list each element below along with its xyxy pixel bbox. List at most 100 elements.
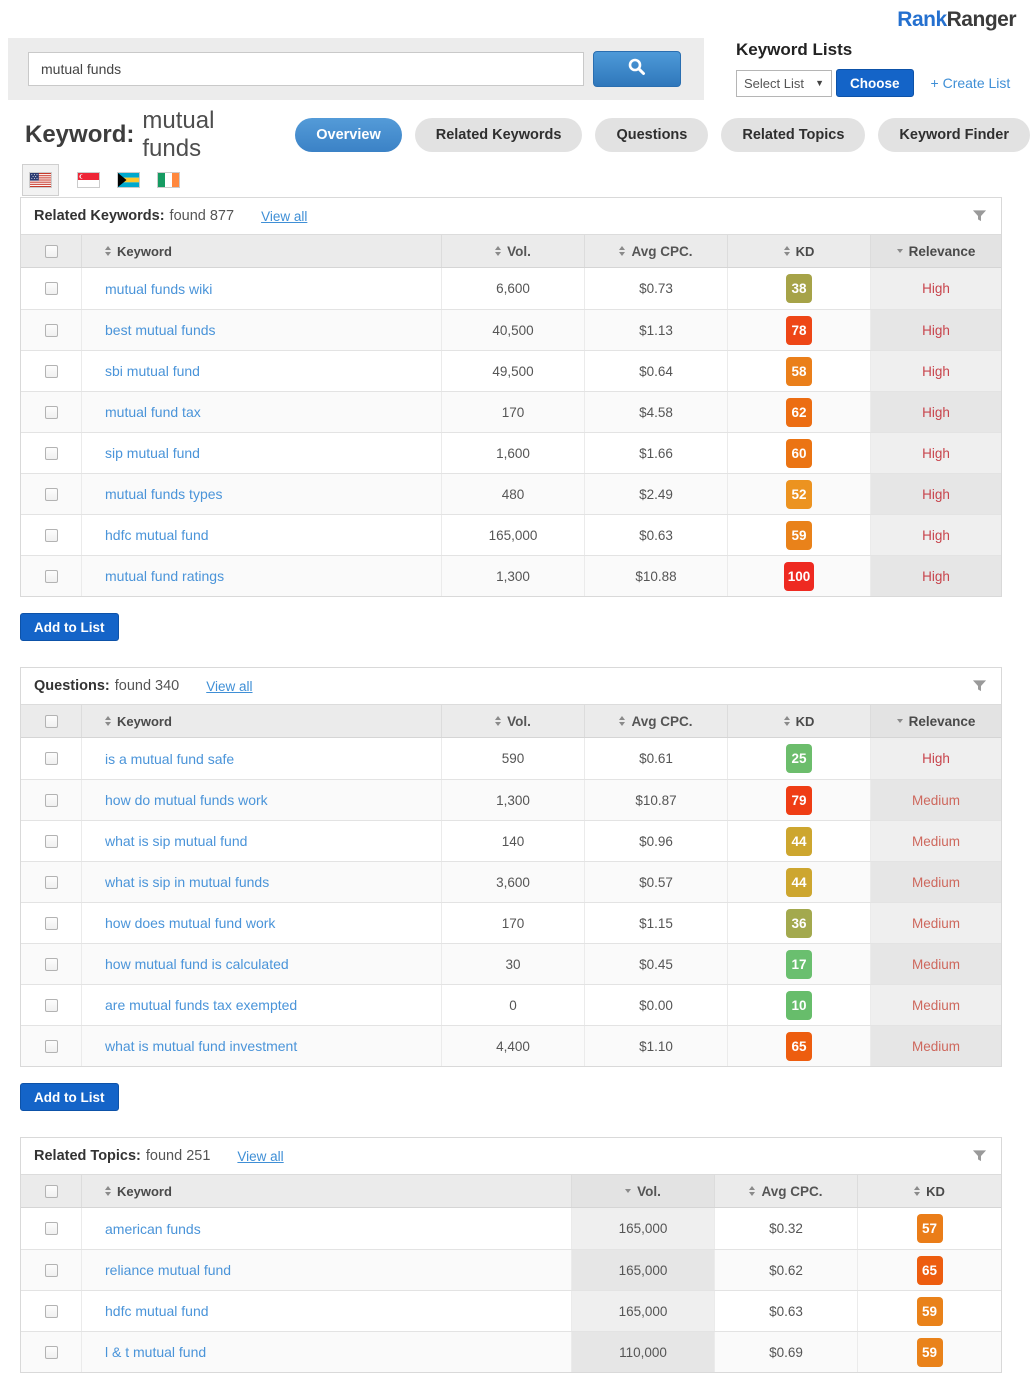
view-all-link[interactable]: View all [237, 1148, 284, 1164]
row-checkbox[interactable] [44, 752, 58, 765]
tab-keyword-finder[interactable]: Keyword Finder [878, 118, 1030, 152]
row-checkbox[interactable] [44, 446, 58, 460]
row-checkbox[interactable] [44, 364, 58, 378]
column-header-cpc[interactable]: Avg CPC. [715, 1175, 858, 1207]
logo-rank: Rank [897, 8, 947, 31]
create-list-link[interactable]: + Create List [930, 75, 1011, 91]
keyword-link[interactable]: how does mutual fund work [105, 915, 276, 931]
filter-icon[interactable] [972, 1148, 987, 1169]
table-body: american funds 165,000 $0.32 57 reliance mut… [21, 1208, 1001, 1372]
column-header-kd[interactable]: KD [858, 1175, 1001, 1207]
keyword-link[interactable]: mutual funds types [105, 486, 223, 502]
volume-value: 110,000 [572, 1332, 715, 1372]
keyword-link[interactable]: mutual fund ratings [105, 568, 225, 584]
keyword-link[interactable]: sip mutual fund [105, 445, 200, 461]
filter-icon[interactable] [972, 208, 987, 229]
select-list-dropdown[interactable]: Select List ▼ [736, 69, 832, 97]
row-checkbox[interactable] [44, 1263, 58, 1277]
keyword-link[interactable]: what is sip mutual fund [105, 833, 248, 849]
column-header-relevance[interactable]: Relevance [871, 235, 1001, 267]
select-all-checkbox[interactable] [44, 244, 58, 258]
tab-overview[interactable]: Overview [295, 118, 402, 152]
column-header-vol[interactable]: Vol. [572, 1175, 715, 1207]
row-checkbox[interactable] [44, 793, 58, 807]
keyword-link[interactable]: l & t mutual fund [105, 1344, 207, 1360]
column-header-relevance[interactable]: Relevance [871, 705, 1001, 737]
relevance-cell: High [871, 515, 1001, 555]
keyword-link[interactable]: are mutual funds tax exempted [105, 997, 298, 1013]
choose-button[interactable]: Choose [836, 69, 914, 97]
kd-badge: 100 [783, 561, 815, 591]
view-all-link[interactable]: View all [206, 678, 253, 694]
keyword-link[interactable]: sbi mutual fund [105, 363, 200, 379]
row-checkbox[interactable] [44, 1222, 58, 1235]
table-row: sbi mutual fund 49,500 $0.64 58 High [21, 350, 1001, 391]
row-checkbox[interactable] [44, 1345, 58, 1359]
kd-badge: 10 [786, 990, 812, 1020]
row-checkbox[interactable] [44, 957, 58, 971]
avg-cpc-value: $4.58 [585, 392, 728, 432]
keyword-link[interactable]: what is mutual fund investment [105, 1038, 298, 1054]
flag-bahamas[interactable] [117, 172, 140, 188]
avg-cpc-value: $0.69 [715, 1332, 858, 1372]
row-checkbox[interactable] [44, 1304, 58, 1318]
keyword-link[interactable]: mutual fund tax [105, 404, 201, 420]
row-checkbox[interactable] [44, 998, 58, 1012]
select-all-checkbox[interactable] [44, 714, 58, 728]
keyword-link[interactable]: is a mutual fund safe [105, 750, 235, 767]
keyword-link[interactable]: reliance mutual fund [105, 1262, 232, 1278]
column-header-kd[interactable]: KD [728, 705, 871, 737]
row-checkbox[interactable] [44, 528, 58, 542]
avg-cpc-value: $1.15 [585, 903, 728, 943]
row-checkbox[interactable] [44, 1039, 58, 1053]
column-header-keyword[interactable]: Keyword [82, 1175, 572, 1207]
row-checkbox[interactable] [44, 569, 58, 583]
keyword-cell: mutual fund tax [82, 392, 442, 432]
keyword-link[interactable]: mutual funds wiki [105, 280, 213, 297]
keyword-link[interactable]: american funds [105, 1220, 201, 1237]
table-row: how do mutual funds work 1,300 $10.87 79 Med… [21, 779, 1001, 820]
flag-ireland[interactable] [157, 172, 180, 188]
flag-singapore[interactable] [77, 172, 100, 188]
tab-questions[interactable]: Questions [595, 118, 709, 152]
keyword-link[interactable]: best mutual funds [105, 322, 216, 338]
tab-related-keywords[interactable]: Related Keywords [414, 118, 583, 152]
keyword-link[interactable]: how do mutual funds work [105, 792, 268, 808]
add-to-list-button[interactable]: Add to List [20, 613, 119, 641]
keyword-cell: how does mutual fund work [82, 903, 442, 943]
keyword-link[interactable]: hdfc mutual fund [105, 527, 209, 543]
select-all-checkbox[interactable] [44, 1184, 58, 1198]
view-all-link[interactable]: View all [261, 208, 308, 224]
search-button[interactable] [593, 51, 681, 87]
column-header-cpc[interactable]: Avg CPC. [585, 705, 728, 737]
search-input[interactable] [28, 52, 584, 86]
kd-cell: 59 [858, 1291, 1001, 1331]
row-checkbox[interactable] [44, 834, 58, 848]
column-header-keyword[interactable]: Keyword [82, 235, 442, 267]
tab-related-topics[interactable]: Related Topics [721, 118, 866, 152]
kd-cell: 38 [728, 268, 871, 309]
keyword-link[interactable]: what is sip in mutual funds [105, 874, 270, 890]
keyword-link[interactable]: hdfc mutual fund [105, 1303, 209, 1319]
row-checkbox[interactable] [44, 405, 58, 419]
column-header-cpc[interactable]: Avg CPC. [585, 235, 728, 267]
column-header-vol[interactable]: Vol. [442, 705, 585, 737]
relevance-value: Medium [911, 833, 960, 849]
add-to-list-button[interactable]: Add to List [20, 1083, 119, 1111]
row-checkbox[interactable] [44, 323, 58, 337]
flag-united-states[interactable] [22, 164, 59, 196]
row-checkbox[interactable] [44, 487, 58, 501]
row-checkbox[interactable] [44, 282, 58, 295]
table-row: american funds 165,000 $0.32 57 [21, 1208, 1001, 1249]
relevance-cell: High [871, 556, 1001, 596]
keyword-cell: what is sip in mutual funds [82, 862, 442, 902]
kd-cell: 62 [728, 392, 871, 432]
column-header-vol[interactable]: Vol. [442, 235, 585, 267]
filter-icon[interactable] [972, 678, 987, 699]
column-header-keyword[interactable]: Keyword [82, 705, 442, 737]
row-checkbox[interactable] [44, 875, 58, 889]
keyword-lists-title: Keyword Lists [736, 40, 853, 59]
column-header-kd[interactable]: KD [728, 235, 871, 267]
row-checkbox[interactable] [44, 916, 58, 930]
keyword-link[interactable]: how mutual fund is calculated [105, 956, 289, 972]
